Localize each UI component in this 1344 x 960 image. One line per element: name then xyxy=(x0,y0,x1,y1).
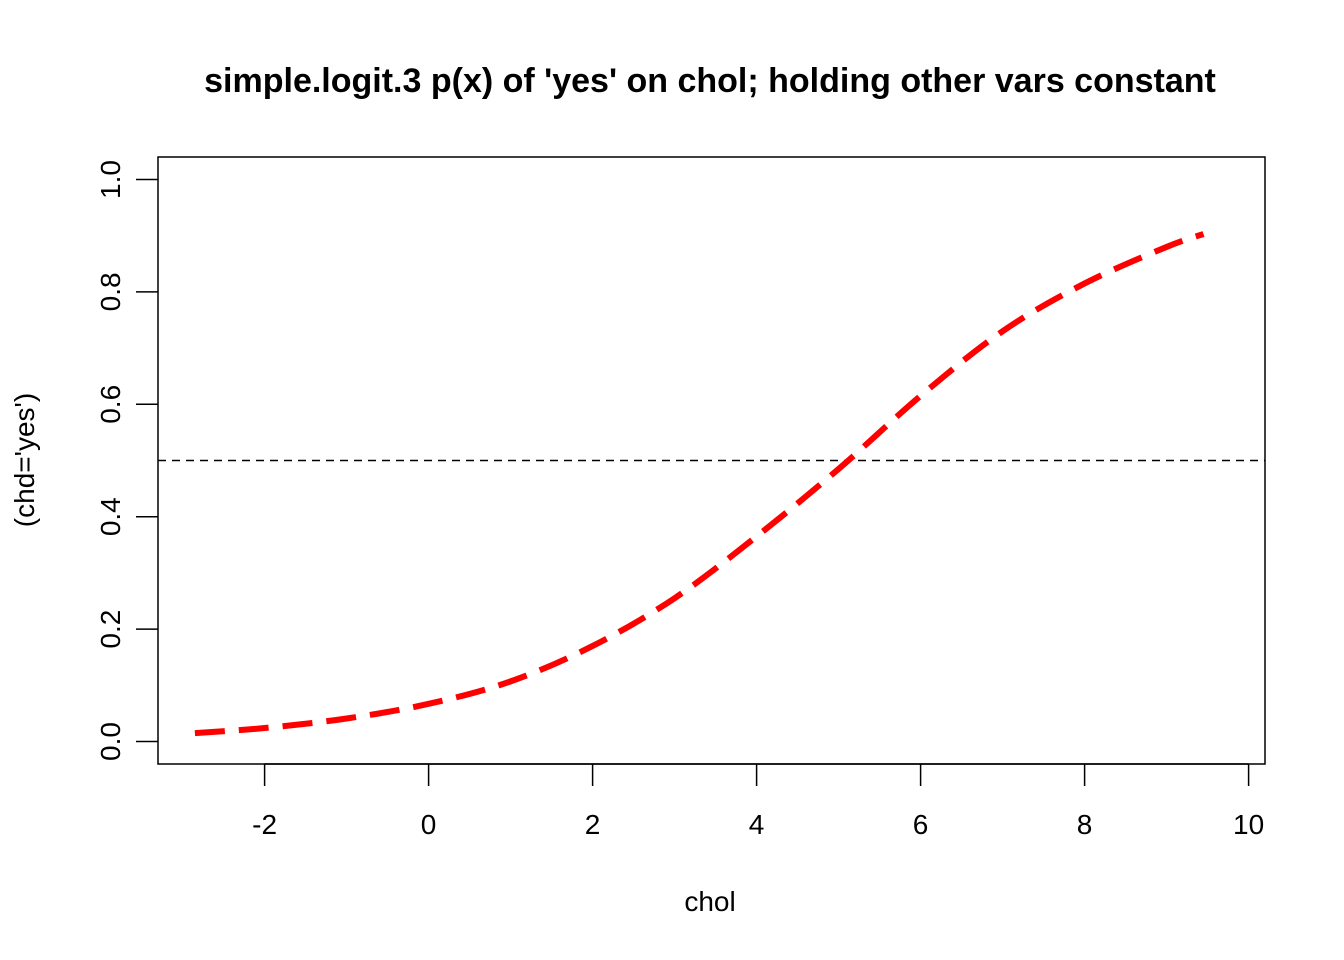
x-tick-label: 8 xyxy=(1077,809,1093,840)
x-tick-label: -2 xyxy=(252,809,277,840)
y-tick-label: 0.0 xyxy=(95,722,126,761)
y-axis: 0.0 0.2 0.4 0.6 0.8 1.0 xyxy=(95,160,158,761)
x-tick-label: 6 xyxy=(913,809,929,840)
chart-title: simple.logit.3 p(x) of 'yes' on chol; ho… xyxy=(204,62,1216,100)
x-tick-label: 4 xyxy=(749,809,765,840)
y-tick-label: 0.6 xyxy=(95,385,126,424)
x-axis: -2 0 2 4 6 8 10 xyxy=(252,763,1264,840)
y-axis-label: (chd='yes') xyxy=(9,393,40,527)
y-tick-label: 0.8 xyxy=(95,272,126,311)
probability-curve xyxy=(194,231,1205,737)
x-tick-label: 0 xyxy=(421,809,437,840)
series-layer xyxy=(194,231,1205,737)
x-axis-label: chol xyxy=(684,886,735,917)
x-tick-label: 10 xyxy=(1233,809,1264,840)
y-tick-label: 0.4 xyxy=(95,497,126,536)
y-tick-label: 1.0 xyxy=(95,160,126,199)
y-tick-label: 0.2 xyxy=(95,610,126,649)
x-tick-label: 2 xyxy=(585,809,601,840)
